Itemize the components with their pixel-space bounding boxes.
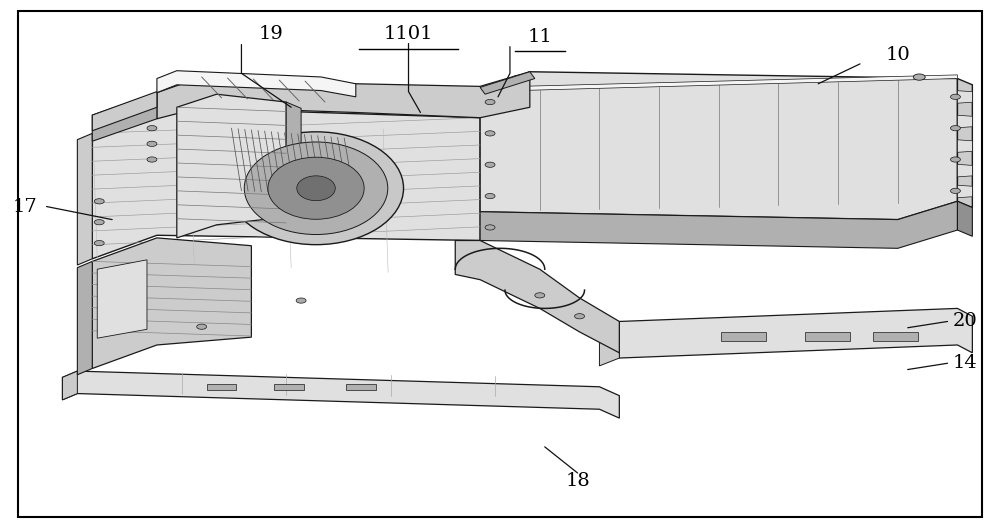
Text: 20: 20 [953,313,978,331]
Circle shape [913,74,925,80]
Polygon shape [286,102,301,223]
Polygon shape [92,92,157,141]
Polygon shape [957,79,972,208]
Polygon shape [455,240,619,353]
Polygon shape [97,260,147,338]
Polygon shape [62,371,77,400]
Circle shape [147,126,157,131]
Polygon shape [92,238,251,369]
Circle shape [575,314,585,319]
Polygon shape [619,308,972,358]
Polygon shape [177,94,286,238]
Bar [274,384,304,390]
Circle shape [485,131,495,136]
Ellipse shape [229,132,404,244]
Circle shape [950,126,960,131]
Circle shape [485,225,495,230]
Polygon shape [92,107,480,259]
Circle shape [485,193,495,199]
Polygon shape [957,140,972,152]
Circle shape [950,157,960,162]
Polygon shape [157,71,356,97]
Polygon shape [157,72,530,119]
Polygon shape [92,91,157,131]
Text: 19: 19 [259,25,284,43]
Bar [721,332,766,341]
Circle shape [485,99,495,105]
Polygon shape [480,75,957,91]
Text: 10: 10 [885,46,910,64]
Circle shape [485,162,495,167]
Bar [207,384,236,390]
Circle shape [950,94,960,99]
Bar [346,384,376,390]
Polygon shape [957,115,972,128]
Bar [873,332,918,341]
Circle shape [94,220,104,225]
Polygon shape [957,201,972,237]
Circle shape [147,157,157,162]
Ellipse shape [244,142,388,234]
Polygon shape [957,164,972,177]
Bar [805,332,850,341]
Circle shape [197,324,207,329]
Circle shape [147,141,157,146]
Circle shape [296,298,306,303]
Polygon shape [957,91,972,103]
Polygon shape [480,72,957,220]
Text: 11: 11 [527,28,552,46]
Ellipse shape [297,176,335,201]
Polygon shape [599,322,619,366]
Circle shape [94,199,104,204]
Polygon shape [957,185,972,198]
Polygon shape [480,72,535,94]
Polygon shape [77,261,92,375]
Text: 17: 17 [12,197,37,215]
Text: 1101: 1101 [384,25,433,43]
Circle shape [512,76,524,81]
Polygon shape [480,201,957,248]
Circle shape [950,188,960,193]
Circle shape [535,293,545,298]
Text: 14: 14 [953,354,978,372]
Circle shape [94,240,104,246]
Polygon shape [62,371,619,418]
Text: 18: 18 [565,472,590,490]
Ellipse shape [268,157,364,219]
Polygon shape [77,134,92,265]
